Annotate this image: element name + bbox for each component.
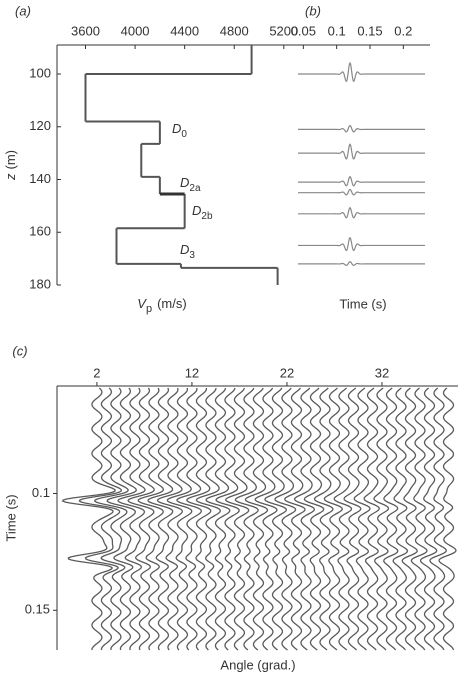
seismic-trace (392, 387, 409, 651)
panel-label: (a) (15, 3, 31, 18)
seismic-trace (298, 236, 425, 252)
x-tick-label: 2 (93, 365, 100, 380)
seismic-trace (383, 387, 399, 651)
x-tick-label: 0.15 (357, 23, 382, 38)
y-tick-label: 0.1 (32, 485, 50, 500)
seismic-trace (419, 387, 438, 651)
seismic-trace (401, 387, 418, 651)
seismic-trace (343, 387, 362, 651)
y-axis-title: z (m) (3, 150, 18, 181)
x-tick-label: 4400 (170, 23, 199, 38)
y-tick-label: 120 (29, 118, 51, 133)
seismic-trace (410, 387, 428, 651)
seismic-trace (186, 387, 212, 651)
x-tick-label: 32 (375, 365, 389, 380)
label-subscript: 2b (201, 211, 213, 222)
label-symbol: D (192, 203, 201, 218)
y-tick-label: 100 (29, 65, 51, 80)
seismic-trace (137, 387, 164, 651)
seismic-trace (284, 387, 306, 651)
y-tick-label: 0.15 (25, 602, 50, 617)
seismic-trace (106, 387, 138, 651)
x-tick-label: 0.1 (328, 23, 346, 38)
seismic-trace (147, 387, 174, 651)
seismic-trace (156, 387, 183, 651)
seismic-trace (298, 206, 425, 219)
x-axis-title: Vp (m/s) (137, 296, 186, 314)
seismic-trace (429, 387, 447, 651)
panel-label: (c) (12, 343, 27, 358)
x-axis-title: Time (s) (339, 296, 386, 311)
x-tick-label: 3600 (71, 23, 100, 38)
seismic-trace (127, 387, 155, 651)
x-tick-label: 12 (185, 365, 199, 380)
seismic-trace (117, 387, 146, 651)
seismic-trace (303, 387, 325, 651)
label-subscript: 2a (189, 183, 201, 194)
y-tick-label: 160 (29, 224, 51, 239)
label-subscript: 0 (181, 129, 187, 140)
seismic-trace (244, 387, 269, 651)
seismic-trace (274, 387, 297, 651)
seismic-trace (93, 387, 129, 651)
seismic-trace (254, 387, 278, 651)
interface-label: D3 (180, 242, 195, 260)
axis-symbol: z (3, 173, 18, 181)
seismic-trace (293, 387, 315, 651)
seismic-trace (298, 188, 425, 196)
label-symbol: D (172, 121, 181, 136)
axis-symbol: V (137, 296, 147, 311)
label-subscript: 3 (189, 250, 195, 261)
x-tick-label: 4800 (220, 23, 249, 38)
seismic-trace (323, 387, 343, 651)
x-tick-label: 4000 (121, 23, 150, 38)
seismic-trace (264, 387, 288, 651)
interface-label: D0 (172, 121, 187, 139)
seismic-trace (363, 387, 380, 651)
axis-unit: (m/s) (157, 296, 187, 311)
x-tick-label: 22 (280, 365, 294, 380)
x-tick-label: 5200 (269, 23, 298, 38)
seismic-trace (313, 387, 334, 651)
axis-subscript: p (146, 303, 152, 315)
seismic-trace (61, 387, 116, 651)
seismic-trace (298, 261, 425, 266)
y-tick-label: 140 (29, 171, 51, 186)
seismic-trace (298, 175, 425, 187)
y-tick-label: 180 (29, 276, 51, 291)
x-axis-title: Angle (grad.) (220, 657, 295, 672)
panel-label: (b) (305, 3, 321, 18)
seismic-trace (234, 387, 259, 651)
x-tick-label: 0.2 (394, 23, 412, 38)
seismic-trace (166, 387, 193, 651)
seismic-trace (78, 387, 123, 651)
seismic-trace (205, 387, 231, 651)
axis-unit: (m) (3, 150, 18, 170)
seismic-trace (298, 124, 425, 133)
seismic-trace (373, 387, 390, 651)
seismic-trace (195, 387, 221, 651)
seismic-trace (176, 387, 203, 651)
interface-label: D2b (192, 203, 213, 221)
x-tick-label: 0.05 (291, 23, 316, 38)
interface-label: D2a (180, 175, 201, 193)
seismic-trace (215, 387, 240, 651)
y-axis-title: Time (s) (3, 494, 18, 541)
seismic-trace (298, 143, 425, 160)
label-symbol: D (180, 242, 189, 257)
seismic-trace (333, 387, 353, 651)
seismic-trace (438, 387, 457, 651)
seismic-trace (224, 387, 250, 651)
seismic-trace (353, 387, 371, 651)
label-symbol: D (180, 175, 189, 190)
seismic-trace (298, 61, 425, 82)
